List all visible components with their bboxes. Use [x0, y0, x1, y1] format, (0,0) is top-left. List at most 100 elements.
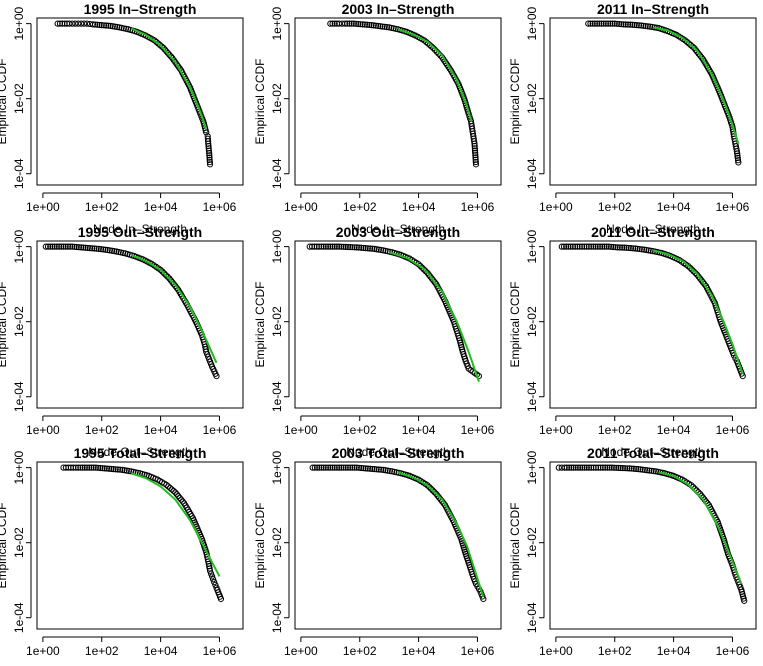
- x-tick-label: 1e+04: [144, 644, 178, 658]
- data-point: [355, 20, 362, 28]
- y-tick-label: 1e+00: [270, 450, 284, 484]
- data-point: [106, 247, 113, 254]
- data-point: [357, 21, 364, 28]
- x-tick-label: 1e+04: [402, 423, 436, 437]
- data-point: [212, 581, 219, 589]
- data-point: [419, 264, 426, 271]
- y-tick-label: 1e-02: [12, 306, 26, 337]
- data-point: [581, 464, 588, 471]
- data-point: [685, 40, 693, 47]
- data-point: [578, 243, 586, 250]
- data-point: [331, 20, 338, 27]
- panel-title: 2011 Out–Strength: [591, 224, 715, 240]
- data-point: [631, 21, 638, 29]
- data-point: [170, 281, 177, 288]
- data-point: [161, 270, 168, 277]
- data-point: [625, 244, 632, 252]
- data-point: [96, 21, 103, 29]
- y-axis-label: Empirical CCDF: [0, 281, 9, 367]
- data-point: [98, 22, 105, 29]
- data-point: [206, 156, 213, 163]
- data-point: [360, 244, 367, 252]
- data-point: [364, 465, 371, 472]
- x-tick-label: 1e+04: [657, 644, 691, 658]
- data-point: [696, 275, 704, 282]
- data-point: [47, 243, 54, 250]
- data-point: [386, 467, 394, 475]
- data-point: [112, 466, 119, 473]
- x-axis-label: Node Out–Strength: [88, 445, 191, 459]
- data-point: [329, 243, 336, 250]
- data-point: [211, 578, 218, 586]
- empirical-points: [306, 243, 483, 380]
- data-point: [119, 466, 126, 473]
- data-point: [591, 20, 598, 27]
- data-point: [108, 247, 116, 254]
- data-point: [94, 464, 102, 471]
- data-point: [436, 494, 443, 501]
- data-point: [347, 244, 354, 251]
- x-tick-label: 1e+02: [85, 423, 119, 437]
- data-point: [168, 486, 175, 493]
- data-point: [369, 245, 376, 252]
- data-point: [630, 245, 637, 252]
- panel-2: 2003 In–Strength 1e+00 1e+02 1e+04 1e+06 1e+0…: [253, 1, 502, 236]
- panel-title: 2011 In–Strength: [597, 1, 709, 17]
- data-point: [639, 466, 646, 473]
- data-point: [684, 38, 691, 46]
- panel-title: 2003 Out–Strength: [336, 224, 460, 240]
- x-axis-label: Node Out–Strength: [601, 445, 704, 459]
- data-point: [203, 129, 210, 136]
- data-point: [316, 243, 323, 250]
- data-point: [585, 20, 592, 27]
- panel-6: 2011 Out–Strength 1e+00 1e+02 1e+04 1e+06 1e+…: [508, 224, 757, 459]
- data-point: [73, 243, 80, 251]
- data-point: [360, 465, 367, 472]
- data-point: [156, 41, 164, 49]
- empirical-points: [585, 20, 742, 166]
- data-point: [331, 464, 338, 471]
- data-point: [558, 243, 565, 250]
- data-point: [353, 244, 360, 251]
- fit-line: [130, 253, 218, 364]
- data-point: [358, 464, 365, 472]
- data-point: [344, 243, 352, 251]
- data-point: [572, 243, 579, 250]
- fit-line: [652, 26, 740, 145]
- data-point: [75, 20, 82, 27]
- y-tick-label: 1e-04: [270, 602, 284, 633]
- y-tick-label: 1e+00: [12, 229, 26, 263]
- data-point: [327, 243, 334, 250]
- panel-3: 2011 In–Strength 1e+00 1e+02 1e+04 1e+06 1e+0…: [508, 1, 757, 236]
- x-tick-label: 1e+04: [402, 200, 436, 214]
- data-point: [581, 243, 588, 250]
- data-point: [607, 243, 615, 250]
- data-point: [597, 464, 604, 471]
- data-point: [593, 20, 601, 27]
- data-point: [170, 487, 177, 494]
- y-tick-label: 1e-04: [12, 381, 26, 412]
- data-point: [111, 23, 119, 30]
- data-point: [77, 464, 84, 471]
- data-point: [338, 243, 345, 250]
- data-point: [94, 21, 101, 28]
- data-point: [692, 46, 699, 54]
- y-tick-label: 1e-02: [525, 527, 539, 558]
- data-point: [621, 465, 629, 472]
- data-point: [207, 570, 215, 577]
- y-tick-label: 1e-04: [270, 158, 284, 189]
- data-point: [341, 20, 349, 27]
- data-point: [592, 243, 599, 250]
- y-axis-label: Empirical CCDF: [253, 502, 267, 588]
- y-axis-label: Empirical CCDF: [253, 281, 267, 367]
- data-point: [565, 243, 572, 250]
- data-point: [427, 273, 434, 280]
- data-point: [424, 269, 431, 276]
- data-point: [384, 467, 391, 474]
- data-point: [615, 464, 622, 472]
- data-point: [325, 464, 332, 471]
- x-tick-label: 1e+02: [598, 200, 632, 214]
- y-axis-label: Empirical CCDF: [508, 58, 522, 144]
- x-tick-label: 1e+00: [284, 423, 318, 437]
- data-point: [78, 244, 85, 251]
